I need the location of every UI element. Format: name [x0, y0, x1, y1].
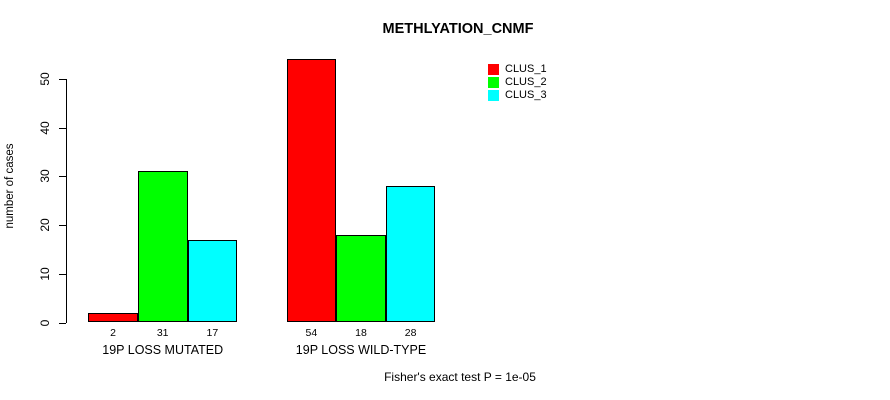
y-tick-label: 10	[38, 267, 52, 281]
y-tick-mark	[59, 322, 66, 324]
y-tick-mark	[59, 225, 66, 227]
legend-label: CLUS_1	[505, 63, 547, 75]
legend-label: CLUS_3	[505, 89, 547, 101]
x-category-label: 19P LOSS WILD-TYPE	[295, 343, 427, 357]
bar-clus_2-group1	[137, 171, 188, 323]
x-category-label: 19P LOSS MUTATED	[102, 343, 224, 357]
legend: CLUS_1 CLUS_2 CLUS_3	[488, 63, 547, 102]
y-tick-label: 50	[38, 72, 52, 86]
annotation-text: Fisher's exact test P = 1e-05	[384, 370, 536, 384]
legend-swatch-clus_1	[488, 64, 499, 75]
bar-value-label: 54	[305, 327, 318, 339]
legend-row: CLUS_3	[488, 89, 547, 102]
y-tick-mark	[59, 176, 66, 178]
bar-value-label: 28	[404, 327, 417, 339]
y-tick-mark	[59, 78, 66, 80]
legend-label: CLUS_2	[505, 76, 547, 88]
y-tick-label: 0	[38, 319, 52, 326]
y-tick-mark	[59, 127, 66, 129]
bar-clus_1-group2	[286, 59, 337, 323]
legend-row: CLUS_1	[488, 63, 547, 76]
y-tick-label: 30	[38, 169, 52, 184]
bar-clus_3-group2	[385, 186, 436, 323]
y-tick-label: 40	[38, 120, 52, 135]
y-tick-mark	[59, 273, 66, 275]
bar-value-label: 2	[110, 327, 116, 339]
bar-value-label: 18	[355, 327, 367, 339]
y-axis-label: number of cases	[4, 143, 16, 229]
legend-swatch-clus_2	[488, 77, 499, 88]
y-axis-line	[66, 78, 67, 324]
bar-value-label: 31	[156, 327, 169, 339]
bar-clus_1-group1	[88, 312, 138, 323]
legend-row: CLUS_2	[488, 76, 547, 89]
bar-value-label: 17	[206, 327, 219, 339]
y-tick-label: 20	[38, 218, 52, 232]
legend-swatch-clus_3	[488, 90, 499, 101]
bar-clus_2-group2	[336, 234, 386, 323]
chart-title: METHLYATION_CNMF	[382, 21, 534, 37]
bar-clus_3-group1	[187, 239, 238, 323]
